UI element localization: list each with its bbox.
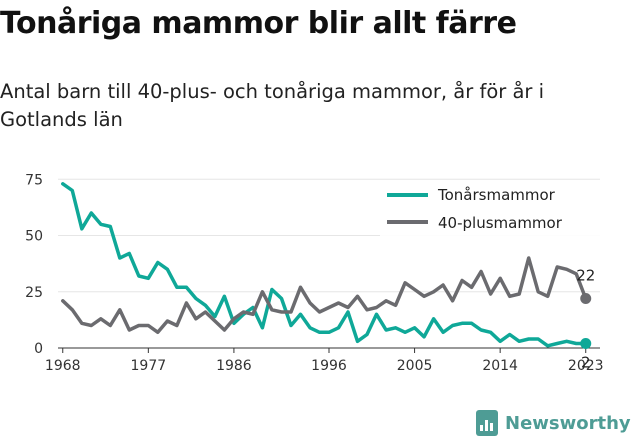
series-lines (61, 182, 588, 348)
y-tick-label-25: 25 (25, 285, 43, 301)
legend-label-tonarsmammor: Tonårsmammor (437, 186, 556, 204)
end-point-ton-rsmammor (580, 338, 592, 349)
series-line-ton-rsmammor (61, 182, 588, 348)
x-tick-label-2014: 2014 (482, 358, 518, 374)
bar-chart-icon (476, 410, 498, 436)
brand-name: Newsworthy (505, 412, 631, 434)
x-tick-label-2023: 2023 (568, 358, 604, 374)
end-label-40-plusmammor: 22 (576, 267, 595, 285)
x-tick-label-1977: 1977 (131, 358, 167, 374)
x-axis: 1968 1977 1986 1996 2005 2014 2023 (45, 347, 604, 374)
legend: Tonårsmammor 40-plusmammor (380, 180, 610, 242)
y-tick-label-75: 75 (25, 172, 43, 188)
chart-title: Tonåriga mammor blir allt färre (0, 6, 517, 41)
x-tick-label-1968: 1968 (45, 358, 81, 374)
end-labels: 222 (576, 267, 595, 372)
end-point-40-plusmammor (580, 293, 592, 304)
x-tick-label-2005: 2005 (397, 358, 433, 374)
y-tick-label-50: 50 (25, 229, 43, 245)
newsworthy-logo: Newsworthy (476, 407, 631, 439)
y-tick-label-0: 0 (34, 341, 43, 357)
x-tick-label-1986: 1986 (216, 358, 252, 374)
end-label-ton-rsmammor: 2 (581, 354, 591, 372)
chart-subtitle: Antal barn till 40-plus- och tonåriga ma… (0, 80, 545, 131)
x-tick-label-1996: 1996 (311, 358, 347, 374)
series-line-40-plusmammor (61, 256, 588, 335)
legend-label-40-plusmammor: 40-plusmammor (438, 214, 563, 232)
legend-background (380, 180, 610, 242)
